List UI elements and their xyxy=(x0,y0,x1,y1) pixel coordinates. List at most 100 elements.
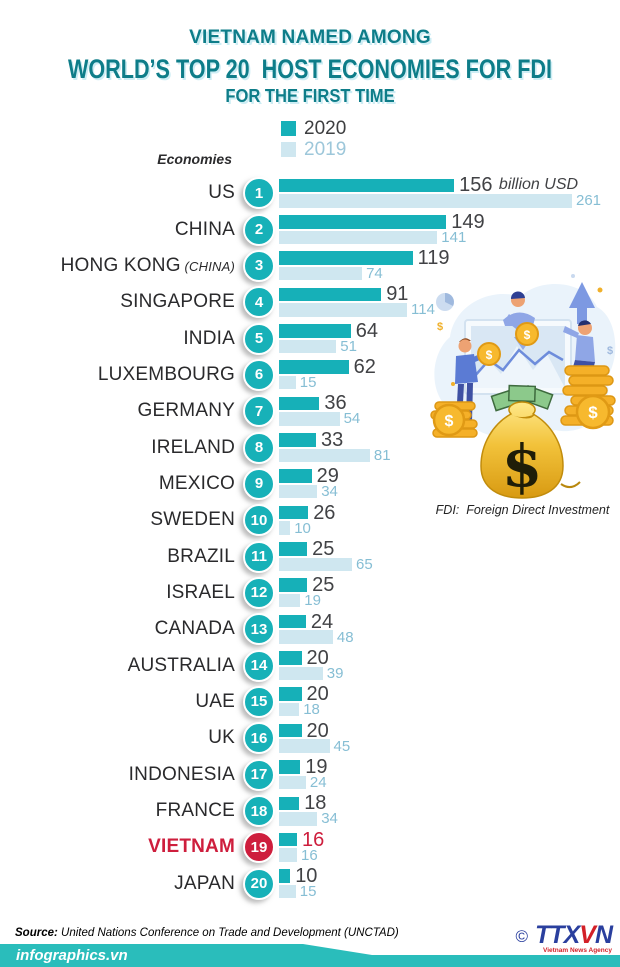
legend-label-2020: 2020 xyxy=(304,118,347,139)
value-2019: 39 xyxy=(326,664,344,682)
bar-line-2019: 24 xyxy=(279,773,328,791)
bar-2020 xyxy=(279,251,413,265)
economy-row: ISRAEL 12 25 19 xyxy=(0,575,620,611)
bar-line-2019: 141 xyxy=(279,228,485,246)
rank-number: 20 xyxy=(250,875,268,893)
rank-badge: 20 xyxy=(243,867,275,900)
bar-pair: 20 18 xyxy=(279,683,329,717)
economy-name: SINGAPORE xyxy=(120,291,235,313)
svg-text:$: $ xyxy=(486,348,493,362)
rows: US 1 156 billion USD 261 CHINA 2 149 xyxy=(0,175,620,902)
value-2019: 51 xyxy=(340,337,357,355)
value-2020: 26 xyxy=(313,501,336,524)
bar-line-2020: 64 xyxy=(279,321,378,341)
bar-line-2020: 20 xyxy=(279,719,350,742)
economy-name: CANADA xyxy=(154,618,235,640)
value-2019: 141 xyxy=(441,228,467,246)
fdi-illustration: $ $ $ $ $ $ $ xyxy=(430,274,616,500)
economy-label: INDONESIA xyxy=(0,764,235,786)
rank-badge: 14 xyxy=(243,649,275,682)
rank-number: 12 xyxy=(250,584,268,602)
economy-label: UAE xyxy=(0,691,235,713)
value-2020: 20 xyxy=(306,683,329,706)
bar-line-2020: 25 xyxy=(279,539,373,559)
value-unit: billion USD xyxy=(494,176,579,194)
economy-row: IRELAND 8 33 81 xyxy=(0,429,620,465)
value-2020: 16 xyxy=(302,828,325,851)
bar-2019 xyxy=(279,484,318,499)
economy-label: CHINA xyxy=(0,219,235,241)
rank-number: 10 xyxy=(250,511,268,529)
value-2019: 24 xyxy=(309,773,327,791)
value-2020: 24 xyxy=(310,610,334,633)
agency-abbr-n: N xyxy=(594,921,613,949)
economy-row: UAE 15 20 18 xyxy=(0,684,620,720)
value-2020: 62 xyxy=(353,356,376,379)
bar-pair: 26 10 xyxy=(279,501,336,537)
bar-line-2019: 74 xyxy=(279,265,449,283)
value-2019: 54 xyxy=(343,410,361,428)
bar-pair: 19 24 xyxy=(279,757,328,791)
bar-line-2020: 19 xyxy=(279,757,328,777)
value-2019: 15 xyxy=(299,882,317,900)
value-2020: 10 xyxy=(295,864,318,887)
economy-row: JAPAN 20 10 15 xyxy=(0,866,620,902)
title-line-3: FOR THE FIRST TIME xyxy=(225,86,395,106)
bar-line-2020: 33 xyxy=(279,430,391,450)
value-2020: 25 xyxy=(312,574,335,597)
banknotes-icon xyxy=(490,384,554,412)
value-2019: 34 xyxy=(321,483,338,501)
economy-row: HONG KONG (CHINA) 3 119 74 xyxy=(0,248,620,284)
value-2019: 10 xyxy=(294,519,311,537)
bar-line-2019: 114 xyxy=(279,301,435,319)
bar-pair: 149 141 xyxy=(279,212,485,246)
bar-pair: 156 billion USD 261 xyxy=(279,175,601,208)
source-label: Source: xyxy=(15,927,58,939)
page-title: WORLD’S TOP 20 HOST ECONOMIES FOR FDI xyxy=(67,54,553,84)
bar-line-2020: 24 xyxy=(279,610,354,633)
agency-logo: © TTXVN Vietnam News Agency xyxy=(516,923,614,955)
bar-pair: 64 51 xyxy=(279,321,378,355)
agency-text: TTXVN Vietnam News Agency xyxy=(535,923,613,955)
rank-badge: 13 xyxy=(243,613,275,646)
rank-badge: 17 xyxy=(243,758,275,791)
rank-badge: 4 xyxy=(243,286,275,319)
value-2019: 114 xyxy=(411,301,435,319)
bar-line-2019: 54 xyxy=(279,410,361,428)
bar-2020 xyxy=(279,469,312,483)
bar-pair: 18 34 xyxy=(279,793,338,826)
value-2019: 74 xyxy=(366,265,383,283)
bar-2020 xyxy=(279,687,302,701)
title-line-1: VIETNAM NAMED AMONG xyxy=(189,27,431,48)
bar-line-2020: 20 xyxy=(279,683,329,706)
economy-row: CHINA 2 149 141 xyxy=(0,211,620,247)
rank-badge: 7 xyxy=(243,395,275,428)
bar-2019 xyxy=(279,812,318,826)
economy-row: US 1 156 billion USD 261 xyxy=(0,175,620,211)
bar-2019 xyxy=(279,884,296,899)
bar-line-2019: 19 xyxy=(279,593,334,608)
bar-line-2020: 29 xyxy=(279,466,339,486)
economy-row: BRAZIL 11 25 65 xyxy=(0,538,620,574)
bar-pair: 62 15 xyxy=(279,356,376,390)
bar-2019 xyxy=(279,666,323,681)
rank-badge: 3 xyxy=(243,249,275,282)
economy-label: ISRAEL xyxy=(0,582,235,604)
value-2019: 48 xyxy=(336,628,354,646)
economy-name: FRANCE xyxy=(155,800,235,822)
bar-line-2019: 261 xyxy=(279,193,601,208)
legend-swatch-2019 xyxy=(281,142,296,157)
arrow-up-icon xyxy=(569,282,595,324)
rank-badge: 16 xyxy=(243,722,275,755)
rank-number: 7 xyxy=(254,402,264,420)
value-2020: 20 xyxy=(306,719,329,742)
value-2019: 16 xyxy=(301,846,318,864)
rank-number: 14 xyxy=(250,657,268,675)
economy-label: GERMANY xyxy=(0,400,235,422)
bar-line-2020: 156 billion USD xyxy=(279,175,601,195)
bar-2020 xyxy=(279,723,302,738)
bar-2020 xyxy=(279,578,308,592)
economy-row: INDONESIA 17 19 24 xyxy=(0,757,620,793)
bar-pair: 91 114 xyxy=(279,284,435,319)
bar-2020 xyxy=(279,505,309,520)
